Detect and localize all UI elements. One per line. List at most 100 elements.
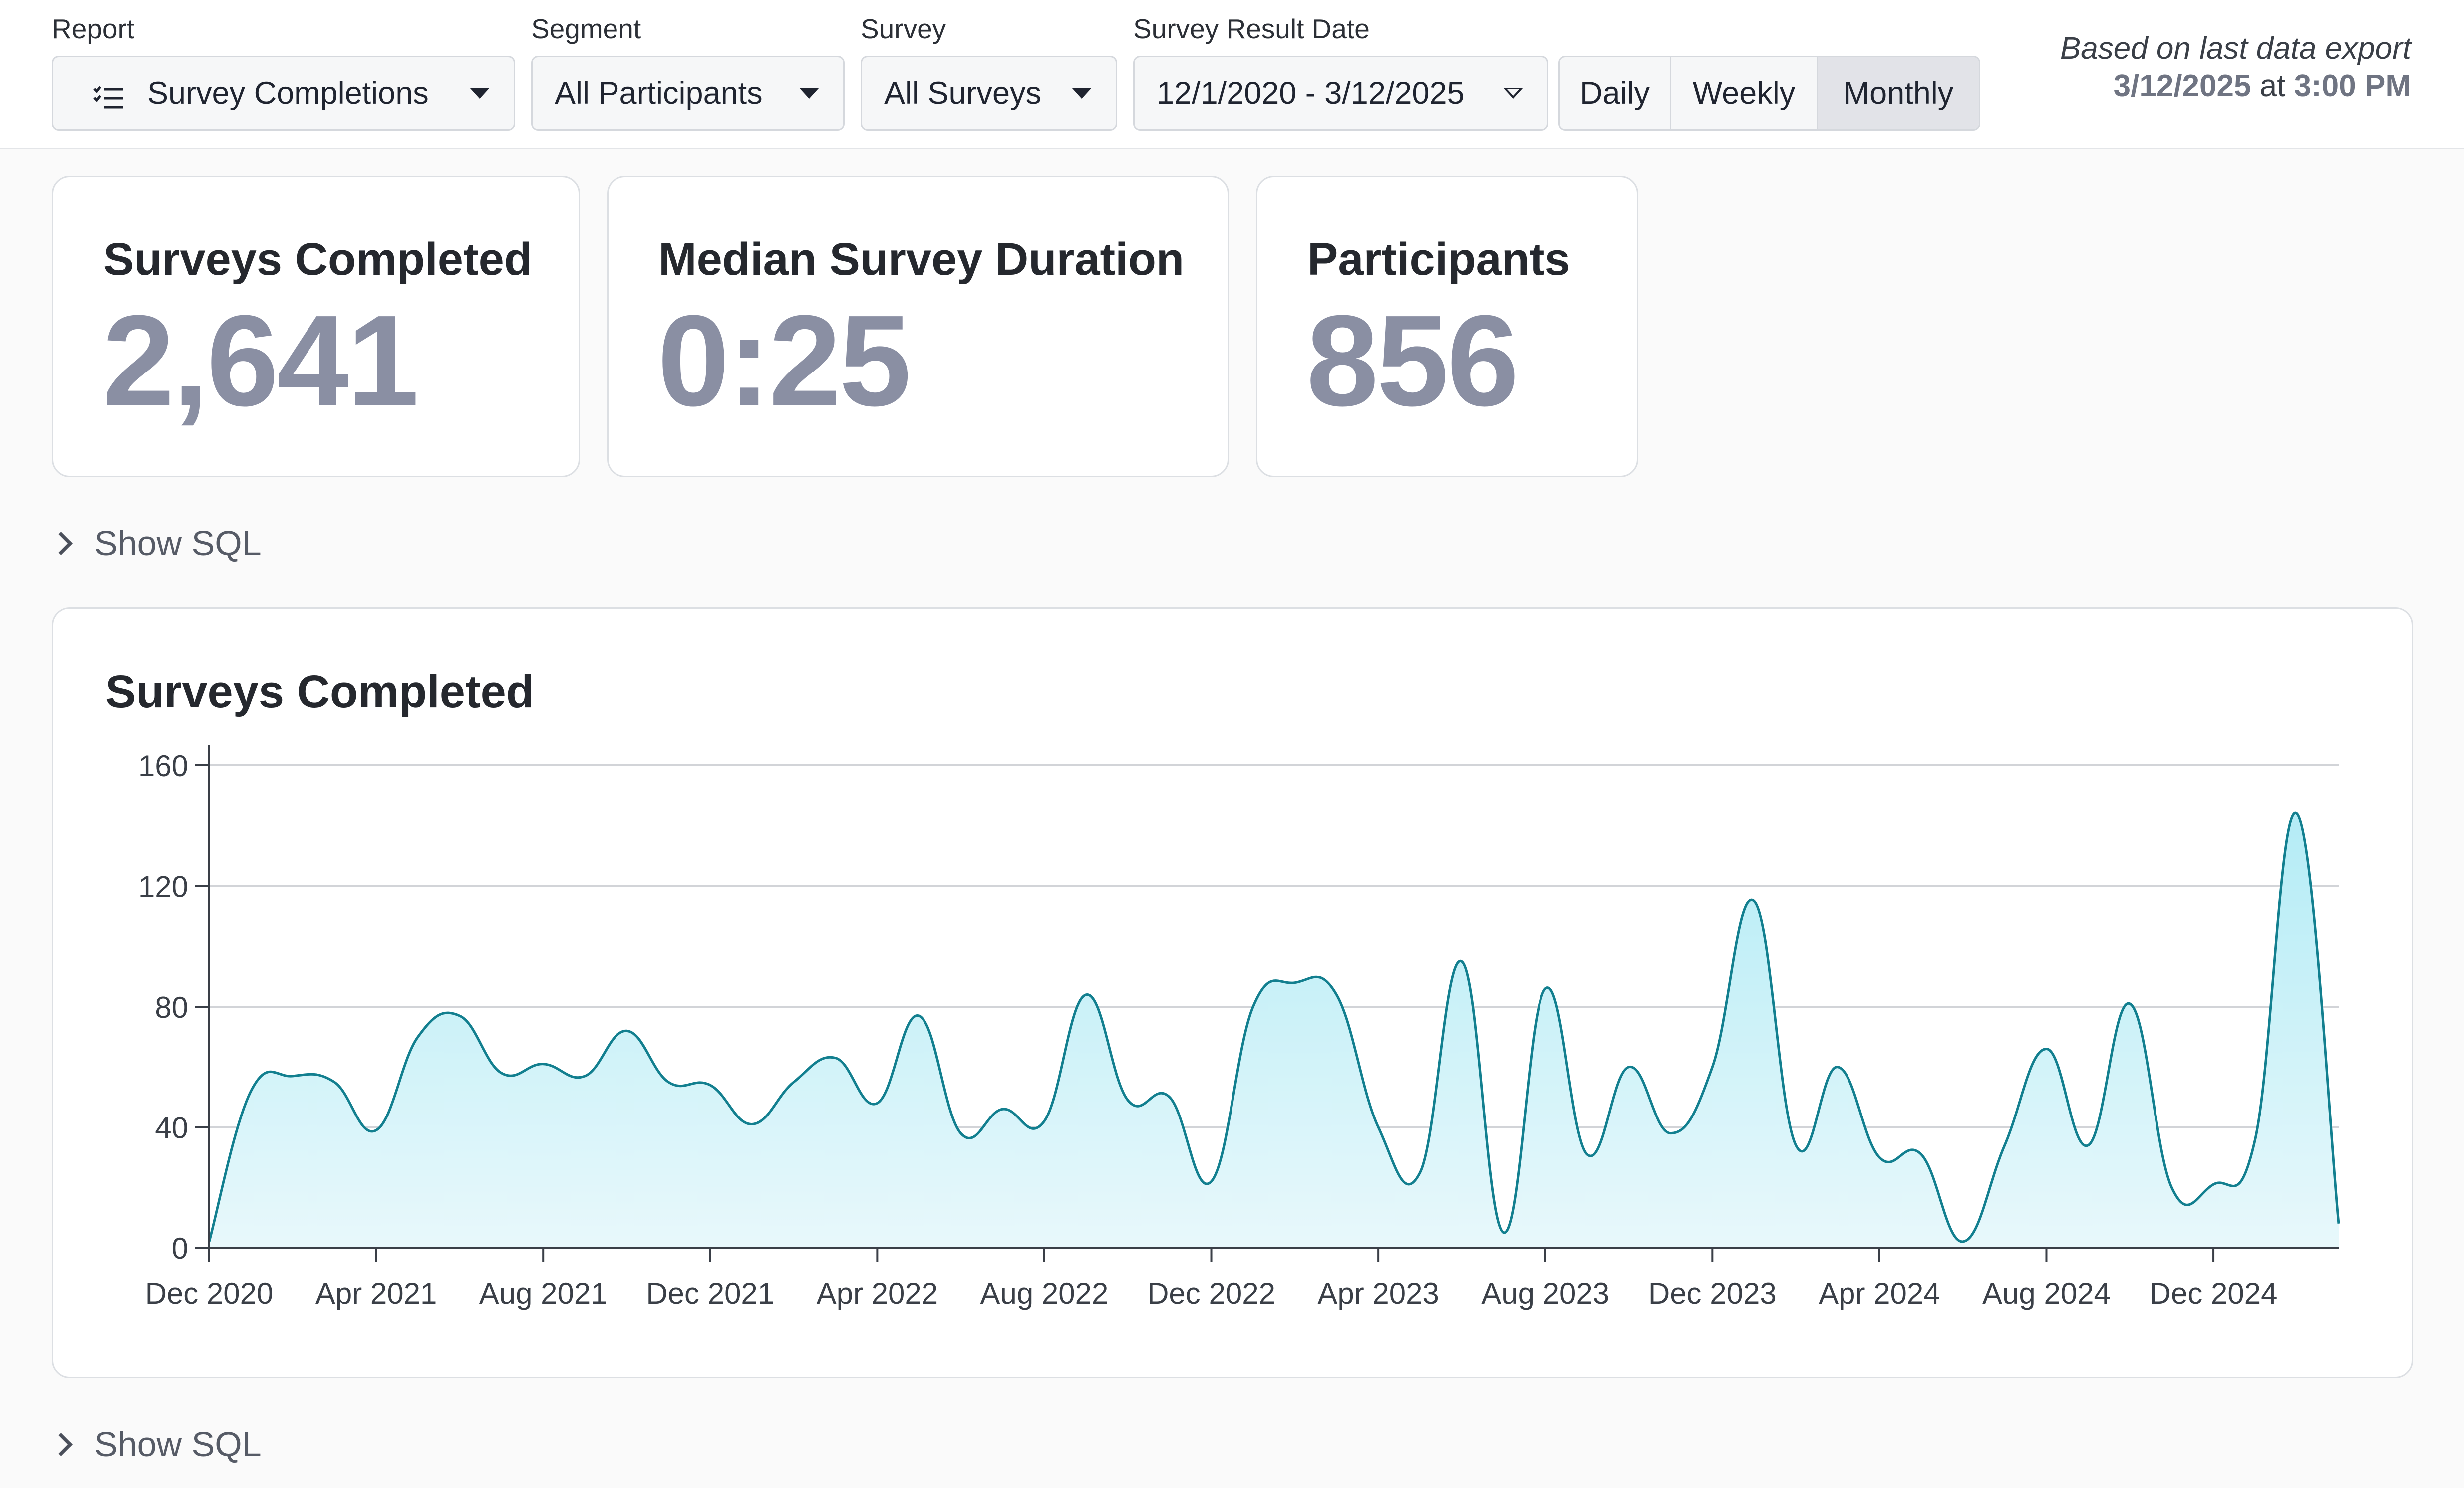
data-point: [250, 1090, 252, 1092]
data-point: [208, 1241, 210, 1243]
data-point: [2212, 1183, 2214, 1185]
kpi-title: Surveys Completed: [103, 234, 532, 285]
kpi-value: 856: [1306, 289, 1519, 433]
data-point: [1711, 1066, 1713, 1068]
segment-value: All Participants: [555, 76, 763, 111]
data-point: [2338, 1223, 2340, 1225]
kpi-card-participants: Participants 856: [1256, 176, 1638, 477]
date-range-picker[interactable]: 12/1/2020 - 3/12/2025: [1133, 56, 1548, 131]
data-point: [459, 1015, 461, 1017]
data-point: [584, 1075, 586, 1077]
survey-label: Survey: [861, 13, 946, 44]
show-sql-label: Show SQL: [94, 1425, 262, 1464]
export-at: at: [2259, 69, 2286, 103]
date-label: Survey Result Date: [1133, 13, 1370, 44]
kpi-title: Median Survey Duration: [658, 234, 1185, 285]
show-sql-label: Show SQL: [94, 524, 262, 563]
data-point: [1878, 1156, 1880, 1158]
data-point: [1335, 994, 1337, 996]
data-point: [1001, 1108, 1003, 1110]
granularity-monthly[interactable]: Monthly: [1817, 57, 1979, 129]
data-point: [667, 1081, 669, 1083]
data-point: [2045, 1048, 2047, 1050]
chevron-right-icon: [49, 531, 73, 555]
export-time: 3:00 PM: [2294, 69, 2411, 103]
chart-title: Surveys Completed: [105, 666, 534, 717]
data-point: [1586, 1153, 1588, 1155]
survey-value: All Surveys: [884, 76, 1042, 111]
x-tick-label: Aug 2024: [1982, 1277, 2111, 1310]
data-point: [1043, 1120, 1045, 1122]
y-tick-label: 0: [172, 1232, 188, 1265]
series-area: [209, 813, 2339, 1248]
chevron-down-icon: [1072, 88, 1092, 99]
data-point: [2129, 1003, 2131, 1005]
chevron-down-icon: [1503, 88, 1523, 99]
data-point: [1795, 1144, 1797, 1146]
report-dropdown[interactable]: Survey Completions: [52, 56, 515, 131]
data-point: [1127, 1099, 1129, 1101]
data-point: [793, 1081, 795, 1083]
x-tick-label: Dec 2022: [1147, 1277, 1275, 1310]
y-tick-label: 120: [138, 870, 188, 904]
export-note: Based on last data export 3/12/2025 at 3…: [2060, 31, 2411, 104]
data-point: [2087, 1144, 2089, 1146]
show-sql-toggle[interactable]: Show SQL: [49, 1424, 262, 1464]
data-point: [1294, 982, 1296, 984]
y-tick-label: 80: [155, 991, 188, 1024]
segment-label: Segment: [531, 13, 641, 44]
data-point: [2254, 1138, 2256, 1140]
data-point: [835, 1057, 837, 1059]
data-point: [292, 1075, 294, 1077]
data-point: [918, 1015, 920, 1017]
kpi-value: 2,641: [102, 289, 419, 433]
segment-dropdown[interactable]: All Participants: [531, 56, 845, 131]
chevron-down-icon: [470, 88, 490, 99]
data-point: [1670, 1132, 1672, 1134]
kpi-value: 0:25: [657, 289, 911, 433]
data-point: [1169, 1096, 1171, 1098]
chevron-down-icon: [799, 88, 819, 99]
data-point: [1920, 1153, 1922, 1155]
data-point: [2004, 1144, 2006, 1146]
data-point: [2170, 1186, 2172, 1188]
data-point: [1753, 900, 1755, 902]
report-label: Report: [52, 13, 135, 44]
date-range-value: 12/1/2020 - 3/12/2025: [1157, 76, 1465, 111]
data-point: [1211, 1180, 1213, 1182]
export-note-caption: Based on last data export: [2060, 31, 2411, 66]
series-line: [208, 811, 2340, 1243]
x-tick-label: Dec 2020: [145, 1277, 274, 1310]
show-sql-toggle[interactable]: Show SQL: [49, 523, 262, 563]
x-tick-label: Aug 2023: [1481, 1277, 1609, 1310]
data-point: [1377, 1126, 1379, 1128]
data-point: [1461, 960, 1463, 962]
data-point: [1252, 1006, 1254, 1008]
granularity-toggle: Daily Weekly Monthly: [1558, 56, 1980, 131]
survey-dropdown[interactable]: All Surveys: [861, 56, 1117, 131]
kpi-card-median-duration: Median Survey Duration 0:25: [607, 176, 1229, 477]
export-date: 3/12/2025: [2113, 69, 2251, 103]
y-tick-label: 160: [138, 749, 188, 783]
x-tick-label: Aug 2022: [980, 1277, 1108, 1310]
surveys-completed-chart: 0 40 80 120 160 Dec 2020 Apr 2021 Aug 2021 Dec 2…: [138, 745, 2340, 1310]
chevron-right-icon: [49, 1432, 73, 1456]
x-tick-label: Apr 2024: [1819, 1277, 1940, 1310]
checklist-icon: [93, 81, 124, 109]
data-point: [709, 1084, 711, 1086]
data-point: [1837, 1066, 1839, 1068]
x-tick-label: Dec 2023: [1648, 1277, 1777, 1310]
granularity-weekly[interactable]: Weekly: [1670, 57, 1817, 129]
x-tick-label: Aug 2021: [479, 1277, 608, 1310]
data-point: [1544, 988, 1546, 990]
data-point: [542, 1063, 544, 1065]
data-point: [501, 1072, 503, 1074]
data-point: [333, 1081, 335, 1083]
chart-card: Surveys Completed 0 40 80 120 160 Dec 2020 Apr…: [52, 607, 2413, 1378]
x-tick-label: Apr 2022: [817, 1277, 938, 1310]
data-point: [876, 1102, 878, 1104]
data-point: [960, 1132, 962, 1134]
data-point: [1085, 994, 1087, 996]
granularity-daily[interactable]: Daily: [1579, 76, 1650, 111]
data-point: [1503, 1232, 1505, 1234]
